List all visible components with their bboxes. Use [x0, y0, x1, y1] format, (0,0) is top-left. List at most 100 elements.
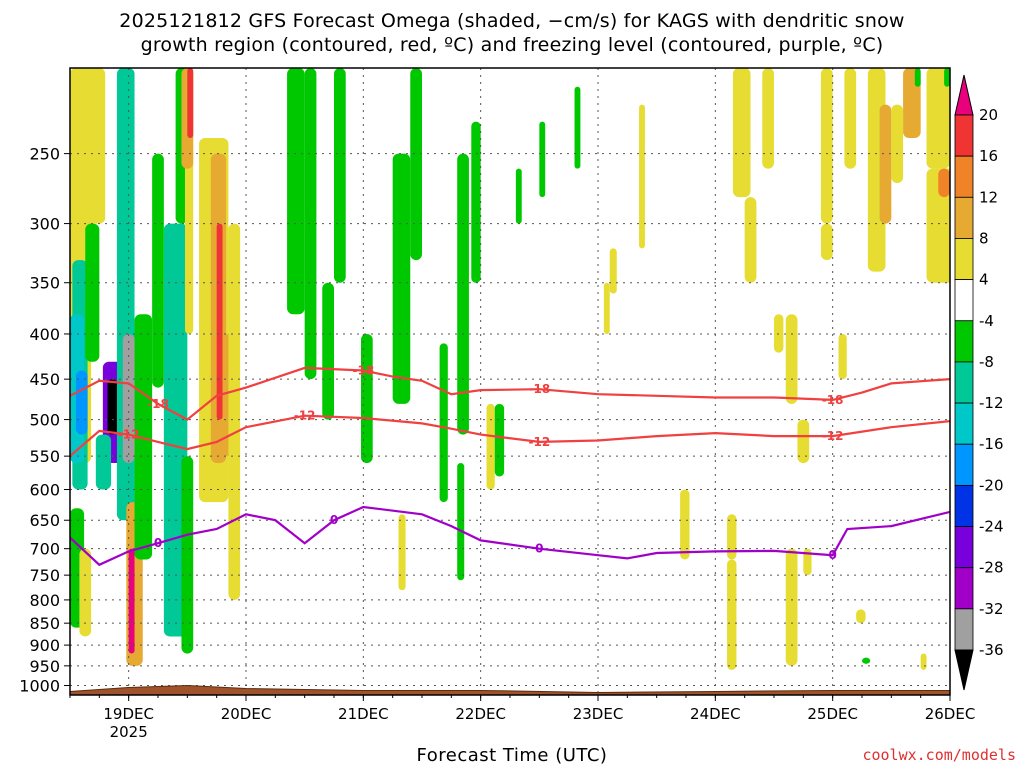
omega-shade-cell	[539, 121, 546, 198]
time-axis: 19DEC 20DEC 21DEC 22DEC 23DEC 24DEC 25DEC 26DEC…	[69, 695, 976, 741]
omega-shade-cell	[680, 489, 690, 560]
omega-shade-cell	[785, 548, 798, 666]
omega-shade-cell	[926, 168, 950, 283]
y-tick-label: 750	[29, 566, 60, 585]
omega-shade-cell	[216, 223, 223, 420]
omega-shade-cell	[334, 68, 346, 283]
ground-fill	[70, 684, 950, 695]
omega-shade-cell	[820, 68, 833, 224]
x-tick-label: 21DEC	[338, 705, 389, 723]
omega-shade-cell	[914, 68, 921, 87]
contour-line	[70, 366, 950, 421]
y-tick-label: 400	[29, 325, 60, 344]
colorbar-segment	[954, 238, 974, 281]
colorbar-segment	[954, 608, 974, 651]
colorbar-label: -16	[979, 435, 1004, 453]
omega-shade-cell	[938, 168, 950, 198]
omega-shade-cell	[152, 153, 164, 388]
omega-shade-cell	[639, 104, 645, 249]
colorbar-label: 8	[979, 229, 989, 247]
colorbar-label: -4	[979, 312, 994, 330]
omega-shade-cell	[84, 68, 106, 224]
x-tick-label: 22DEC	[455, 705, 506, 723]
contour-label: -18	[352, 364, 374, 378]
omega-shade-cell	[187, 68, 194, 138]
omega-shade-cell	[856, 609, 866, 624]
omega-shade-cell	[891, 104, 904, 184]
omega-shade-cell	[134, 314, 153, 560]
contour-label: -18	[147, 397, 169, 411]
colorbar-segment	[954, 155, 974, 198]
contour-label: -12	[528, 435, 550, 449]
chart-title-line1: 2025121812 GFS Forecast Omega (shaded, −…	[119, 10, 905, 32]
colorbar-label: 16	[979, 147, 998, 165]
omega-shade-cell	[304, 68, 317, 380]
y-tick-label: 800	[29, 591, 60, 610]
omega-shade-cell	[797, 419, 810, 464]
colorbar-label: -36	[979, 641, 1004, 659]
omega-shade-cell	[79, 548, 92, 637]
temperature-contours: -18 -18 -18 -18 -12 -12 -12 -12 0 0 0 0	[70, 364, 950, 567]
colorbar-label: 20	[979, 106, 998, 124]
omega-shade-cell	[926, 68, 950, 169]
colorbar-label: -28	[979, 559, 1004, 577]
y-tick-label: 850	[29, 614, 60, 633]
colorbar-cap-top	[954, 74, 974, 116]
x-tick-year-label: 2025	[110, 723, 148, 741]
colorbar: 20 16 12 8 4 -4 -8 -12 -16 -20 -24 -28 -32 -36	[954, 74, 1004, 691]
contour-label: 0	[535, 542, 543, 556]
omega-shade-cell	[879, 104, 892, 224]
omega-shade-cell	[228, 223, 241, 600]
omega-shade-cell	[322, 282, 334, 420]
omega-shade-cell	[574, 86, 581, 169]
colorbar-segment	[954, 196, 974, 239]
omega-shade-cell	[486, 403, 495, 490]
y-tick-label: 250	[29, 145, 60, 164]
colorbar-label: 4	[979, 271, 989, 289]
omega-shade-cell	[862, 657, 871, 664]
omega-shade-cell	[727, 559, 737, 670]
colorbar-segment	[954, 361, 974, 404]
omega-max-updraft	[107, 379, 117, 435]
omega-shade-cell	[439, 343, 448, 503]
contour-label: -12	[822, 429, 844, 443]
omega-shade-cell	[838, 333, 847, 380]
omega-shade-cell	[392, 153, 411, 404]
omega-shade-cell	[820, 223, 833, 261]
omega-shade-cell	[609, 248, 617, 294]
omega-shade-cell	[844, 68, 857, 169]
y-tick-label: 1000	[19, 677, 60, 696]
colorbar-segment	[954, 484, 974, 527]
omega-shade-cell	[457, 463, 465, 581]
omega-shade-cell	[75, 370, 88, 435]
colorbar-segment	[954, 443, 974, 486]
omega-shade-cell	[732, 68, 751, 198]
omega-shade-cell	[515, 168, 522, 224]
x-axis-title: Forecast Time (UTC)	[416, 745, 608, 766]
colorbar-label: -20	[979, 476, 1004, 494]
contour-label: -18	[822, 393, 844, 407]
omega-shade-cell	[128, 548, 135, 654]
colorbar-segment	[954, 567, 974, 610]
colorbar-label: -32	[979, 600, 1004, 618]
omega-shade-cell	[95, 434, 112, 490]
contour-label: -12	[118, 428, 140, 442]
y-tick-label: 450	[29, 370, 60, 389]
omega-shade-cell	[287, 68, 305, 315]
ground-surface	[70, 684, 950, 695]
x-tick-label: 26DEC	[925, 705, 976, 723]
colorbar-segment	[954, 320, 974, 363]
omega-shade-cell	[944, 68, 950, 87]
omega-shade-cell	[762, 68, 774, 169]
omega-shade-cell	[360, 333, 373, 464]
omega-shade-cell	[785, 314, 798, 404]
x-tick-label: 23DEC	[573, 705, 624, 723]
colorbar-segment	[954, 402, 974, 445]
colorbar-segment	[954, 279, 974, 322]
y-tick-label: 900	[29, 636, 60, 655]
omega-shading	[70, 68, 950, 670]
chart-title-line2: growth region (contoured, red, ºC) and f…	[140, 34, 884, 56]
credit-link[interactable]: coolwx.com/models	[862, 746, 1016, 764]
x-tick-label: 25DEC	[807, 705, 858, 723]
